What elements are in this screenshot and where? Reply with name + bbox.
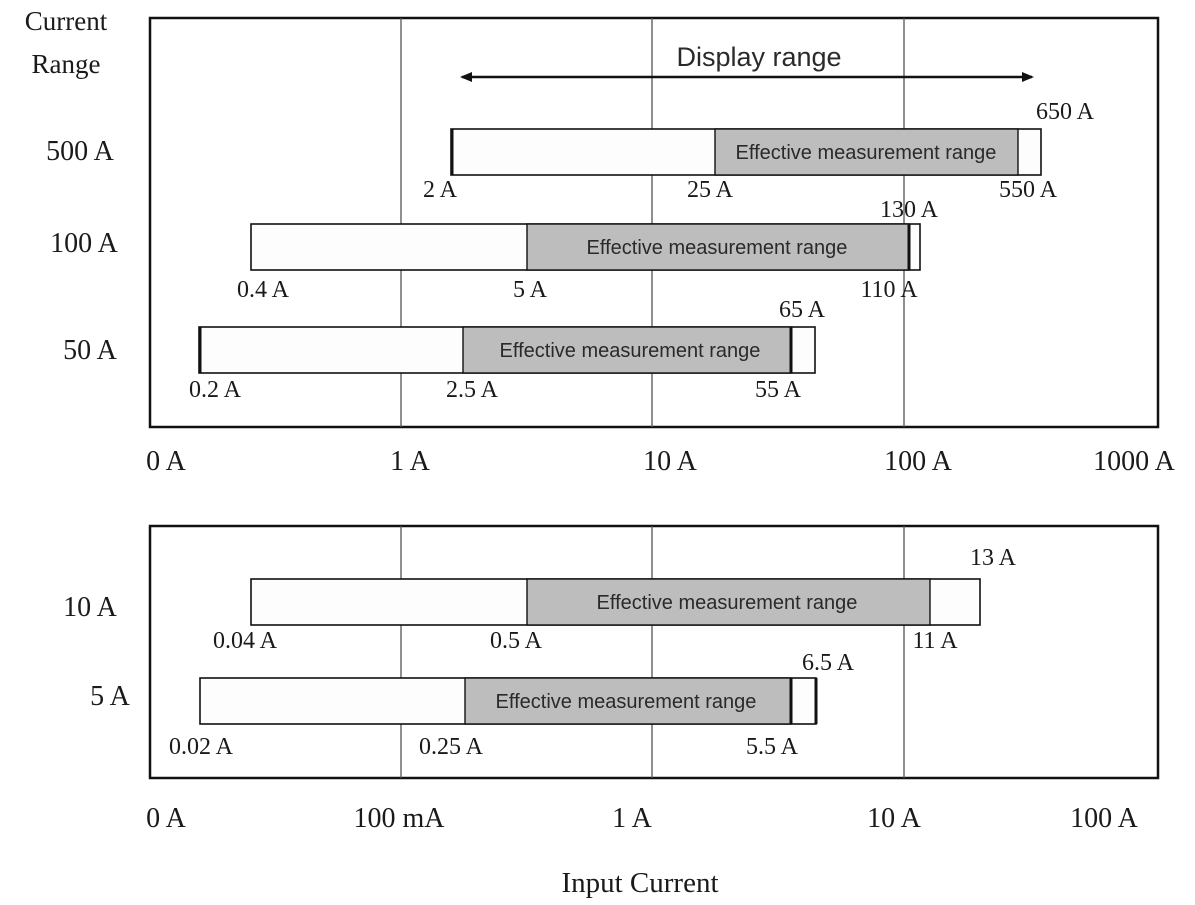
- effective-range-label: Effective measurement range: [500, 340, 761, 362]
- display-min-label: 0.4 A: [237, 277, 290, 303]
- display-min-label: 0.04 A: [213, 628, 278, 654]
- effective-range-label: Effective measurement range: [587, 237, 848, 259]
- range-label: 500 A: [46, 136, 114, 167]
- effective-min-label: 5 A: [513, 277, 548, 303]
- effective-range-bar: [464, 677, 792, 725]
- effective-min-label: 0.5 A: [490, 628, 543, 654]
- row-title-line1: Current: [25, 6, 108, 36]
- axis-tick-label: 100 A: [1070, 803, 1138, 834]
- effective-range-bar: [714, 128, 1019, 176]
- effective-range-bar: [526, 578, 931, 626]
- effective-min-label: 2.5 A: [446, 377, 499, 403]
- display-range-label: Display range: [676, 42, 841, 72]
- display-max-label: 6.5 A: [802, 650, 855, 676]
- axis-tick-label: 1 A: [612, 803, 652, 834]
- effective-max-label: 5.5 A: [746, 734, 799, 760]
- effective-max-label: 55 A: [755, 377, 802, 403]
- range-label: 5 A: [90, 681, 130, 712]
- effective-max-label: 11 A: [912, 628, 958, 654]
- x-axis-title: Input Current: [561, 867, 718, 899]
- row-title-line2: Range: [32, 49, 101, 79]
- axis-tick-label: 0 A: [146, 803, 186, 834]
- display-max-label: 13 A: [970, 545, 1017, 571]
- axis-tick-label: 1 A: [390, 446, 430, 477]
- effective-range-label: Effective measurement range: [496, 691, 757, 713]
- display-max-label: 130 A: [880, 197, 939, 223]
- display-min-label: 2 A: [423, 177, 458, 203]
- panel-low-frame: [148, 524, 1160, 780]
- effective-range-label: Effective measurement range: [597, 592, 858, 614]
- range-label: 10 A: [63, 592, 117, 623]
- axis-tick-label: 1000 A: [1093, 446, 1175, 477]
- range-row-500a: 500 A Effective measurement range 2 A 25…: [46, 99, 1095, 203]
- axis-tick-label: 100 A: [884, 446, 952, 477]
- range-row-50a: 50 A Effective measurement range 0.2 A 2…: [63, 297, 826, 403]
- range-label: 100 A: [50, 228, 118, 259]
- panel-high: Display range 500 A Effective measuremen…: [46, 16, 1176, 477]
- effective-min-label: 0.25 A: [419, 734, 484, 760]
- range-label: 50 A: [63, 335, 117, 366]
- display-min-label: 0.2 A: [189, 377, 242, 403]
- axis-tick-label: 10 A: [867, 803, 921, 834]
- panel-low: 10 A Effective measurement range 0.04 A …: [63, 524, 1160, 834]
- axis-tick-label: 100 mA: [354, 803, 446, 834]
- range-row-5a: 5 A Effective measurement range 0.02 A 0…: [90, 650, 855, 760]
- effective-max-label: 110 A: [860, 277, 918, 303]
- panel-high-frame: [148, 16, 1160, 429]
- axis-tick-label: 0 A: [146, 446, 186, 477]
- axis-tick-label: 10 A: [643, 446, 697, 477]
- effective-max-label: 550 A: [999, 177, 1058, 203]
- effective-min-label: 25 A: [687, 177, 734, 203]
- display-max-label: 650 A: [1036, 99, 1095, 125]
- effective-range-label: Effective measurement range: [736, 142, 997, 164]
- display-max-label: 65 A: [779, 297, 826, 323]
- display-min-label: 0.02 A: [169, 734, 234, 760]
- range-row-100a: 100 A Effective measurement range 0.4 A …: [50, 197, 939, 303]
- range-row-10a: 10 A Effective measurement range 0.04 A …: [63, 545, 1017, 654]
